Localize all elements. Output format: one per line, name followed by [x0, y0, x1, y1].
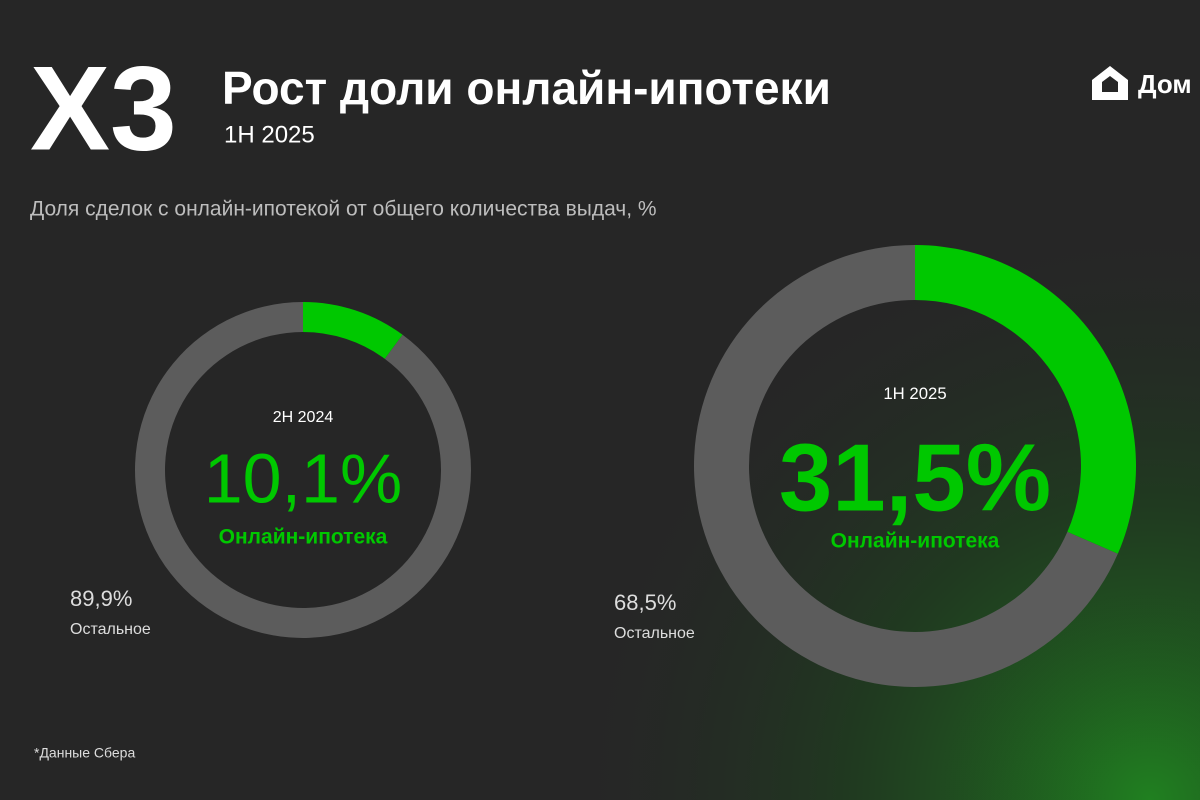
multiplier: X3 [30, 42, 177, 176]
period: 1H 2025 [224, 121, 315, 148]
category-label: Онлайн-ипотека [219, 526, 388, 549]
value-label: 10,1% [204, 439, 402, 517]
logo-icon [1092, 66, 1128, 100]
donut-segment [303, 302, 403, 359]
chart-title: 1H 2025 [883, 384, 946, 403]
logo-text: Дом [1138, 69, 1192, 99]
donut-segment [915, 245, 1136, 554]
category-label: Остальное [70, 621, 151, 638]
logo: Дом [1092, 66, 1192, 100]
category-label: Остальное [614, 625, 695, 642]
footnote: *Данные Сбера [34, 745, 135, 761]
title: Рост доли онлайн-ипотеки [222, 62, 831, 114]
value-label: 68,5% [614, 590, 676, 615]
chart-title: 2H 2024 [273, 409, 334, 426]
value-label: 31,5% [779, 425, 1051, 532]
subtitle: Доля сделок с онлайн-ипотекой от общего … [30, 198, 657, 221]
value-label: 89,9% [70, 586, 132, 611]
category-label: Онлайн-ипотека [831, 530, 1000, 553]
